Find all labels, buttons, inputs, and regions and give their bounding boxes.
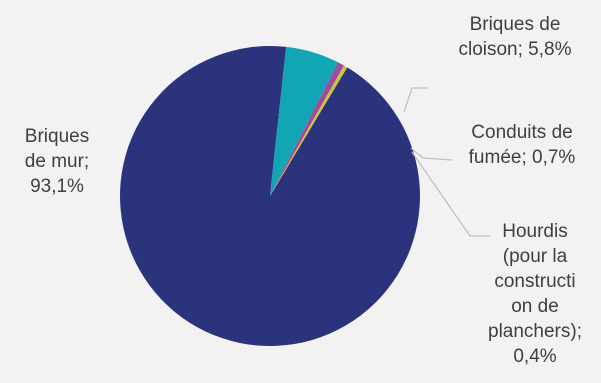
data-label-3-line-1: (pour la <box>503 246 568 267</box>
pie-slice-2 <box>270 62 345 197</box>
pie-slice-1 <box>270 46 339 196</box>
data-label-3-line-4: planchers); <box>488 321 582 342</box>
data-label-3-line-3: on de <box>511 296 559 317</box>
leader-line-2 <box>410 147 453 161</box>
pie-slice-3 <box>270 65 348 196</box>
data-label-3-line-5: 0,4% <box>513 346 556 367</box>
leader-line-1 <box>403 87 428 113</box>
data-label-3-line-2: constructi <box>494 271 575 292</box>
data-label-0-line-2: 93,1% <box>30 176 84 197</box>
data-label-2-line-1: fumée; 0,7% <box>469 147 576 168</box>
data-label-3-line-0: Hourdis <box>502 221 567 242</box>
pie-slice-0 <box>120 46 421 346</box>
leader-line-3 <box>411 151 490 237</box>
data-label-2-line-0: Conduits de <box>471 122 572 143</box>
data-label-1-line-1: cloison; 5,8% <box>458 39 571 60</box>
data-label-0-line-0: Briques <box>25 126 89 147</box>
data-label-1-line-0: Briques de <box>470 14 561 35</box>
data-label-0-line-1: de mur; <box>25 151 89 172</box>
